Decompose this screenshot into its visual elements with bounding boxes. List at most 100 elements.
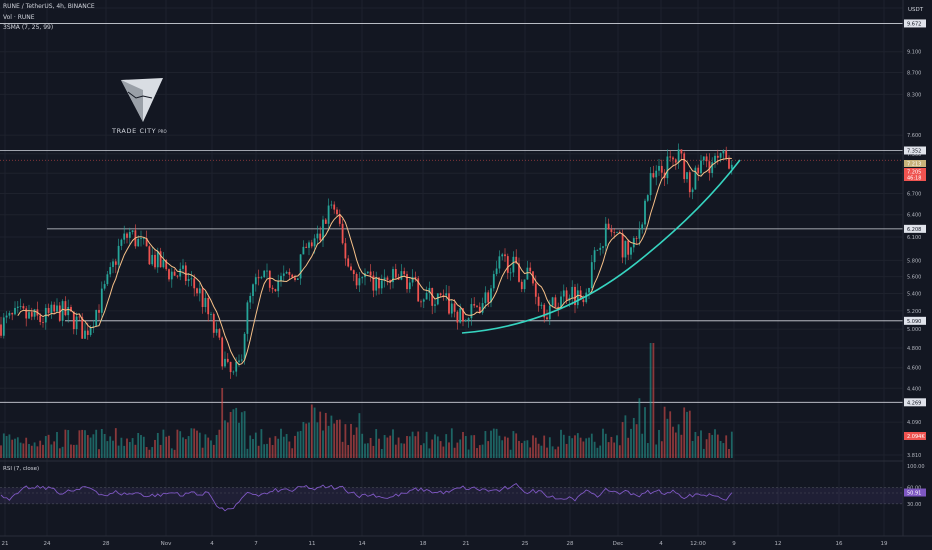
candle[interactable] (473, 304, 476, 306)
candle[interactable] (557, 306, 560, 309)
candle[interactable] (697, 167, 700, 174)
candle[interactable] (375, 277, 378, 291)
candle[interactable] (719, 153, 722, 158)
candle[interactable] (590, 262, 593, 289)
candle[interactable] (98, 309, 100, 313)
candle[interactable] (716, 155, 719, 158)
candle[interactable] (512, 256, 515, 273)
candle[interactable] (249, 295, 252, 303)
candle[interactable] (523, 279, 526, 290)
candle[interactable] (5, 315, 8, 318)
ma-legend[interactable]: 3SMA (7, 25, 99) (3, 24, 54, 31)
candle[interactable] (588, 288, 590, 293)
candle[interactable] (442, 295, 445, 296)
candle[interactable] (128, 231, 131, 238)
candle[interactable] (554, 297, 557, 307)
candle[interactable] (448, 293, 450, 314)
candle[interactable] (148, 246, 151, 265)
candle[interactable] (445, 293, 448, 296)
candle[interactable] (392, 269, 394, 283)
candle[interactable] (537, 296, 540, 306)
candle[interactable] (294, 277, 296, 280)
candle[interactable] (694, 167, 697, 190)
candle[interactable] (576, 290, 579, 306)
candle[interactable] (613, 232, 616, 233)
candle[interactable] (495, 268, 498, 275)
candle[interactable] (683, 153, 686, 180)
candle[interactable] (352, 270, 355, 275)
candle[interactable] (501, 254, 504, 257)
candle[interactable] (669, 156, 672, 158)
candle[interactable] (635, 238, 638, 239)
candle[interactable] (593, 250, 596, 263)
candle[interactable] (422, 299, 425, 302)
candle[interactable] (123, 233, 126, 240)
candle[interactable] (338, 214, 341, 224)
candle[interactable] (28, 312, 30, 319)
candle[interactable] (546, 317, 548, 320)
candle[interactable] (336, 209, 338, 215)
candle[interactable] (302, 246, 305, 255)
candle[interactable] (439, 293, 442, 296)
candle[interactable] (534, 283, 537, 297)
candle[interactable] (280, 275, 282, 282)
candle[interactable] (434, 304, 436, 306)
candle[interactable] (708, 161, 711, 173)
candle[interactable] (140, 238, 142, 240)
candle[interactable] (176, 275, 179, 277)
candle[interactable] (50, 304, 53, 313)
candle[interactable] (67, 306, 70, 316)
candle[interactable] (624, 240, 627, 258)
candle[interactable] (644, 200, 646, 225)
candle[interactable] (120, 239, 123, 246)
candle[interactable] (518, 263, 520, 282)
candle[interactable] (201, 288, 204, 308)
price-axis[interactable]: USDT 3.810 4.090 4.400 4.600 4.800 5.000 5.200 5… (902, 0, 932, 550)
candle[interactable] (655, 170, 658, 178)
candle[interactable] (117, 245, 120, 265)
candle[interactable] (400, 271, 403, 280)
candle[interactable] (78, 316, 81, 318)
candle[interactable] (322, 219, 324, 241)
candle[interactable] (165, 260, 168, 270)
candle[interactable] (22, 306, 25, 309)
candle[interactable] (260, 277, 263, 279)
candle[interactable] (179, 268, 182, 277)
candle[interactable] (646, 195, 649, 201)
candle[interactable] (207, 298, 210, 315)
candle[interactable] (229, 361, 232, 373)
candle[interactable] (221, 337, 224, 367)
candle[interactable] (291, 274, 294, 278)
candle[interactable] (666, 156, 669, 179)
candle[interactable] (347, 258, 350, 267)
candle[interactable] (627, 240, 630, 255)
candle[interactable] (484, 292, 487, 304)
candle[interactable] (574, 286, 576, 306)
candle[interactable] (436, 293, 439, 305)
candle[interactable] (425, 292, 428, 300)
candle[interactable] (92, 326, 95, 328)
candle[interactable] (254, 277, 257, 285)
candle[interactable] (467, 318, 470, 321)
candle[interactable] (252, 284, 254, 296)
candle[interactable] (190, 278, 193, 280)
candle[interactable] (25, 308, 28, 319)
rsi-legend[interactable]: RSI (7, close) (3, 466, 39, 472)
candle[interactable] (621, 233, 624, 258)
candle[interactable] (11, 312, 14, 315)
candle[interactable] (257, 277, 260, 279)
candle[interactable] (355, 274, 358, 286)
candle[interactable] (630, 247, 632, 255)
candle[interactable] (193, 278, 196, 289)
candle[interactable] (509, 272, 512, 274)
candle[interactable] (114, 261, 117, 265)
candle[interactable] (232, 371, 235, 373)
candle[interactable] (226, 358, 229, 362)
candle[interactable] (450, 303, 453, 314)
candle[interactable] (464, 320, 467, 322)
candle[interactable] (310, 242, 313, 247)
candle[interactable] (187, 279, 190, 282)
candle[interactable] (722, 150, 725, 154)
candle[interactable] (540, 304, 543, 306)
candle[interactable] (344, 243, 347, 259)
